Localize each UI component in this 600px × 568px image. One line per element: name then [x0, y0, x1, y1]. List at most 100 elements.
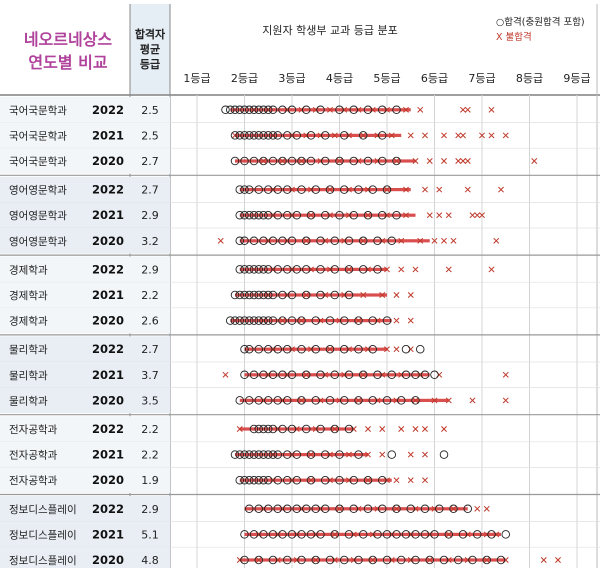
fail-marker-stroke	[464, 557, 471, 563]
fail-marker-stroke	[336, 317, 343, 324]
pass-marker	[249, 475, 259, 485]
pass-marker	[306, 131, 316, 140]
pass-marker	[401, 370, 411, 380]
row-label-bg	[0, 441, 130, 468]
year-label: 2021	[92, 288, 124, 302]
fail-marker-stroke	[426, 557, 433, 563]
pass-marker	[330, 265, 340, 274]
pass-marker	[311, 185, 321, 194]
pass-marker	[392, 156, 401, 166]
fail-marker	[365, 451, 371, 458]
fail-marker-stroke	[431, 505, 438, 512]
pass-marker	[325, 185, 335, 194]
fail-marker-stroke	[412, 505, 419, 512]
fail-marker	[260, 158, 267, 164]
fail-marker	[293, 557, 300, 563]
fail-marker	[502, 557, 509, 563]
pass-marker	[283, 450, 292, 459]
fail-marker	[308, 477, 314, 484]
fail-marker-stroke	[274, 426, 281, 432]
fail-marker	[502, 371, 509, 378]
fail-marker-stroke	[289, 212, 295, 219]
pass-marker	[306, 450, 316, 459]
row-label-bg	[0, 362, 130, 388]
fail-marker	[422, 477, 428, 484]
fail-marker-stroke	[445, 557, 452, 563]
fail-marker	[265, 292, 272, 298]
pass-marker	[240, 555, 249, 565]
fail-marker-stroke	[393, 397, 400, 404]
fail-marker-stroke	[284, 371, 291, 378]
pass-marker	[444, 530, 454, 539]
fail-marker	[350, 531, 357, 538]
pass-marker	[297, 530, 306, 539]
fail-marker	[407, 132, 414, 139]
fail-marker	[441, 132, 447, 139]
pass-marker	[325, 555, 335, 565]
fail-marker-stroke	[441, 426, 447, 432]
fail-marker	[298, 397, 305, 404]
fail-marker	[379, 371, 386, 378]
fail-marker-stroke	[384, 106, 390, 113]
pass-marker	[425, 555, 435, 565]
pass-marker	[340, 344, 349, 354]
pass-marker	[420, 504, 430, 514]
fail-marker	[331, 557, 338, 563]
pass-marker	[240, 290, 249, 300]
fail-marker-stroke	[426, 212, 433, 219]
fail-marker-stroke	[331, 132, 338, 139]
pass-marker	[287, 236, 297, 246]
pass-marker	[363, 210, 373, 220]
fail-marker-stroke	[279, 158, 286, 164]
pass-marker	[335, 504, 344, 514]
fail-marker	[341, 237, 348, 244]
fail-marker-stroke	[336, 397, 343, 404]
pass-marker	[264, 265, 273, 274]
pass-marker	[278, 236, 287, 246]
pass-marker	[392, 210, 401, 220]
row-avg-bg	[130, 122, 170, 149]
pass-marker	[344, 236, 354, 246]
avg-grade-value: 3.2	[141, 235, 159, 248]
fail-marker	[327, 212, 333, 219]
dept-label: 정보디스플레이	[9, 555, 77, 567]
pass-marker	[249, 450, 259, 459]
pass-marker	[363, 105, 373, 115]
fail-marker	[460, 158, 466, 164]
fail-marker	[407, 346, 414, 353]
fail-marker	[355, 106, 362, 113]
fail-marker-stroke	[488, 266, 495, 273]
chart-frame	[0, 4, 600, 568]
fail-marker-stroke	[350, 531, 357, 538]
pass-marker	[458, 530, 468, 539]
fail-marker	[284, 106, 291, 113]
fail-marker-stroke	[298, 505, 305, 512]
pass-marker	[302, 370, 311, 380]
fail-marker	[388, 557, 395, 563]
row-avg-bg	[130, 547, 170, 568]
pass-marker	[249, 236, 259, 246]
pass-marker	[244, 344, 254, 354]
pass-marker	[235, 185, 244, 194]
dept-label: 영어영문학과	[9, 210, 67, 222]
pass-marker	[230, 316, 240, 325]
fail-marker	[393, 317, 400, 324]
x-tick-label: 1등급	[183, 72, 210, 85]
fail-marker	[502, 132, 509, 139]
pass-marker	[382, 185, 392, 194]
fail-marker	[412, 266, 419, 273]
pass-marker	[344, 424, 354, 434]
fail-marker	[355, 158, 362, 164]
fail-marker	[379, 426, 386, 432]
pass-marker	[287, 424, 297, 434]
fail-marker	[317, 317, 324, 324]
fail-marker	[312, 106, 319, 113]
pass-marker	[359, 530, 368, 539]
pass-marker	[354, 316, 363, 325]
fail-marker	[374, 505, 381, 512]
fail-marker	[331, 426, 338, 432]
fail-marker	[360, 371, 367, 378]
fail-marker-stroke	[464, 106, 471, 113]
row-avg-bg	[130, 97, 170, 123]
pass-marker	[487, 530, 496, 539]
